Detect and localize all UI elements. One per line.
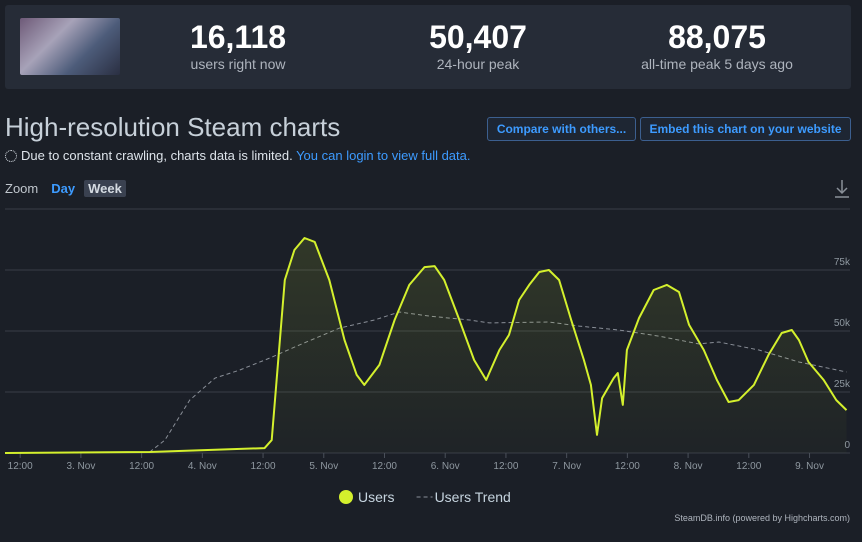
zoom-label: Zoom [5, 181, 39, 196]
x-tick-label: 12:00 [493, 461, 518, 472]
y-tick-label: 50k [834, 318, 851, 329]
compare-button[interactable]: Compare with others... [487, 117, 636, 141]
series-line [4, 237, 848, 454]
x-tick-label: 12:00 [736, 461, 761, 472]
y-tick-label: 0 [844, 440, 850, 451]
section-title: High-resolution Steam charts [5, 112, 341, 142]
stat: 88,075 all-time peak 5 days ago [607, 19, 827, 73]
x-tick-label: 3. Nov [66, 461, 95, 472]
credit: SteamDB.info (powered by Highcharts.com) [674, 513, 850, 523]
stat-value: 16,118 [189, 19, 287, 55]
stats-panel: 16,118 users right now 50,407 24-hour pe… [5, 5, 851, 89]
x-tick-label: 12:00 [129, 461, 154, 472]
x-tick-label: 12:00 [615, 461, 640, 472]
zoom-bar: Zoom Day Week [5, 180, 126, 197]
series-area [5, 238, 847, 453]
y-tick-label: 25k [834, 379, 851, 390]
notice-icon [5, 150, 17, 162]
y-tick-label: 75k [834, 257, 851, 268]
download-icon[interactable] [835, 180, 849, 198]
x-tick-label: 6. Nov [431, 461, 460, 472]
x-tick-label: 12:00 [251, 461, 276, 472]
x-tick-label: 7. Nov [552, 461, 581, 472]
notice-text: Due to constant crawling, charts data is… [21, 148, 293, 163]
notice: Due to constant crawling, charts data is… [5, 148, 471, 163]
legend-symbol[interactable] [339, 490, 353, 504]
zoom-week[interactable]: Week [84, 180, 126, 197]
legend-label[interactable]: Users [358, 489, 395, 505]
legend-label[interactable]: Users Trend [435, 489, 511, 505]
login-link[interactable]: You can login to view full data. [296, 148, 471, 163]
stat-value: 50,407 [429, 19, 527, 55]
x-tick-label: 4. Nov [188, 461, 217, 472]
stat: 16,118 users right now [128, 19, 348, 73]
x-tick-label: 12:00 [372, 461, 397, 472]
x-tick-label: 8. Nov [674, 461, 703, 472]
zoom-day[interactable]: Day [51, 181, 76, 196]
x-tick-label: 5. Nov [309, 461, 338, 472]
stat-label: all-time peak 5 days ago [641, 56, 793, 72]
stat: 50,407 24-hour peak [368, 19, 588, 73]
stat-label: 24-hour peak [436, 56, 520, 72]
game-thumbnail[interactable] [20, 18, 120, 75]
stat-value: 88,075 [668, 19, 766, 55]
stat-label: users right now [190, 56, 286, 72]
embed-button[interactable]: Embed this chart on your website [640, 117, 851, 141]
x-tick-label: 9. Nov [795, 461, 824, 472]
x-tick-label: 12:00 [8, 461, 33, 472]
